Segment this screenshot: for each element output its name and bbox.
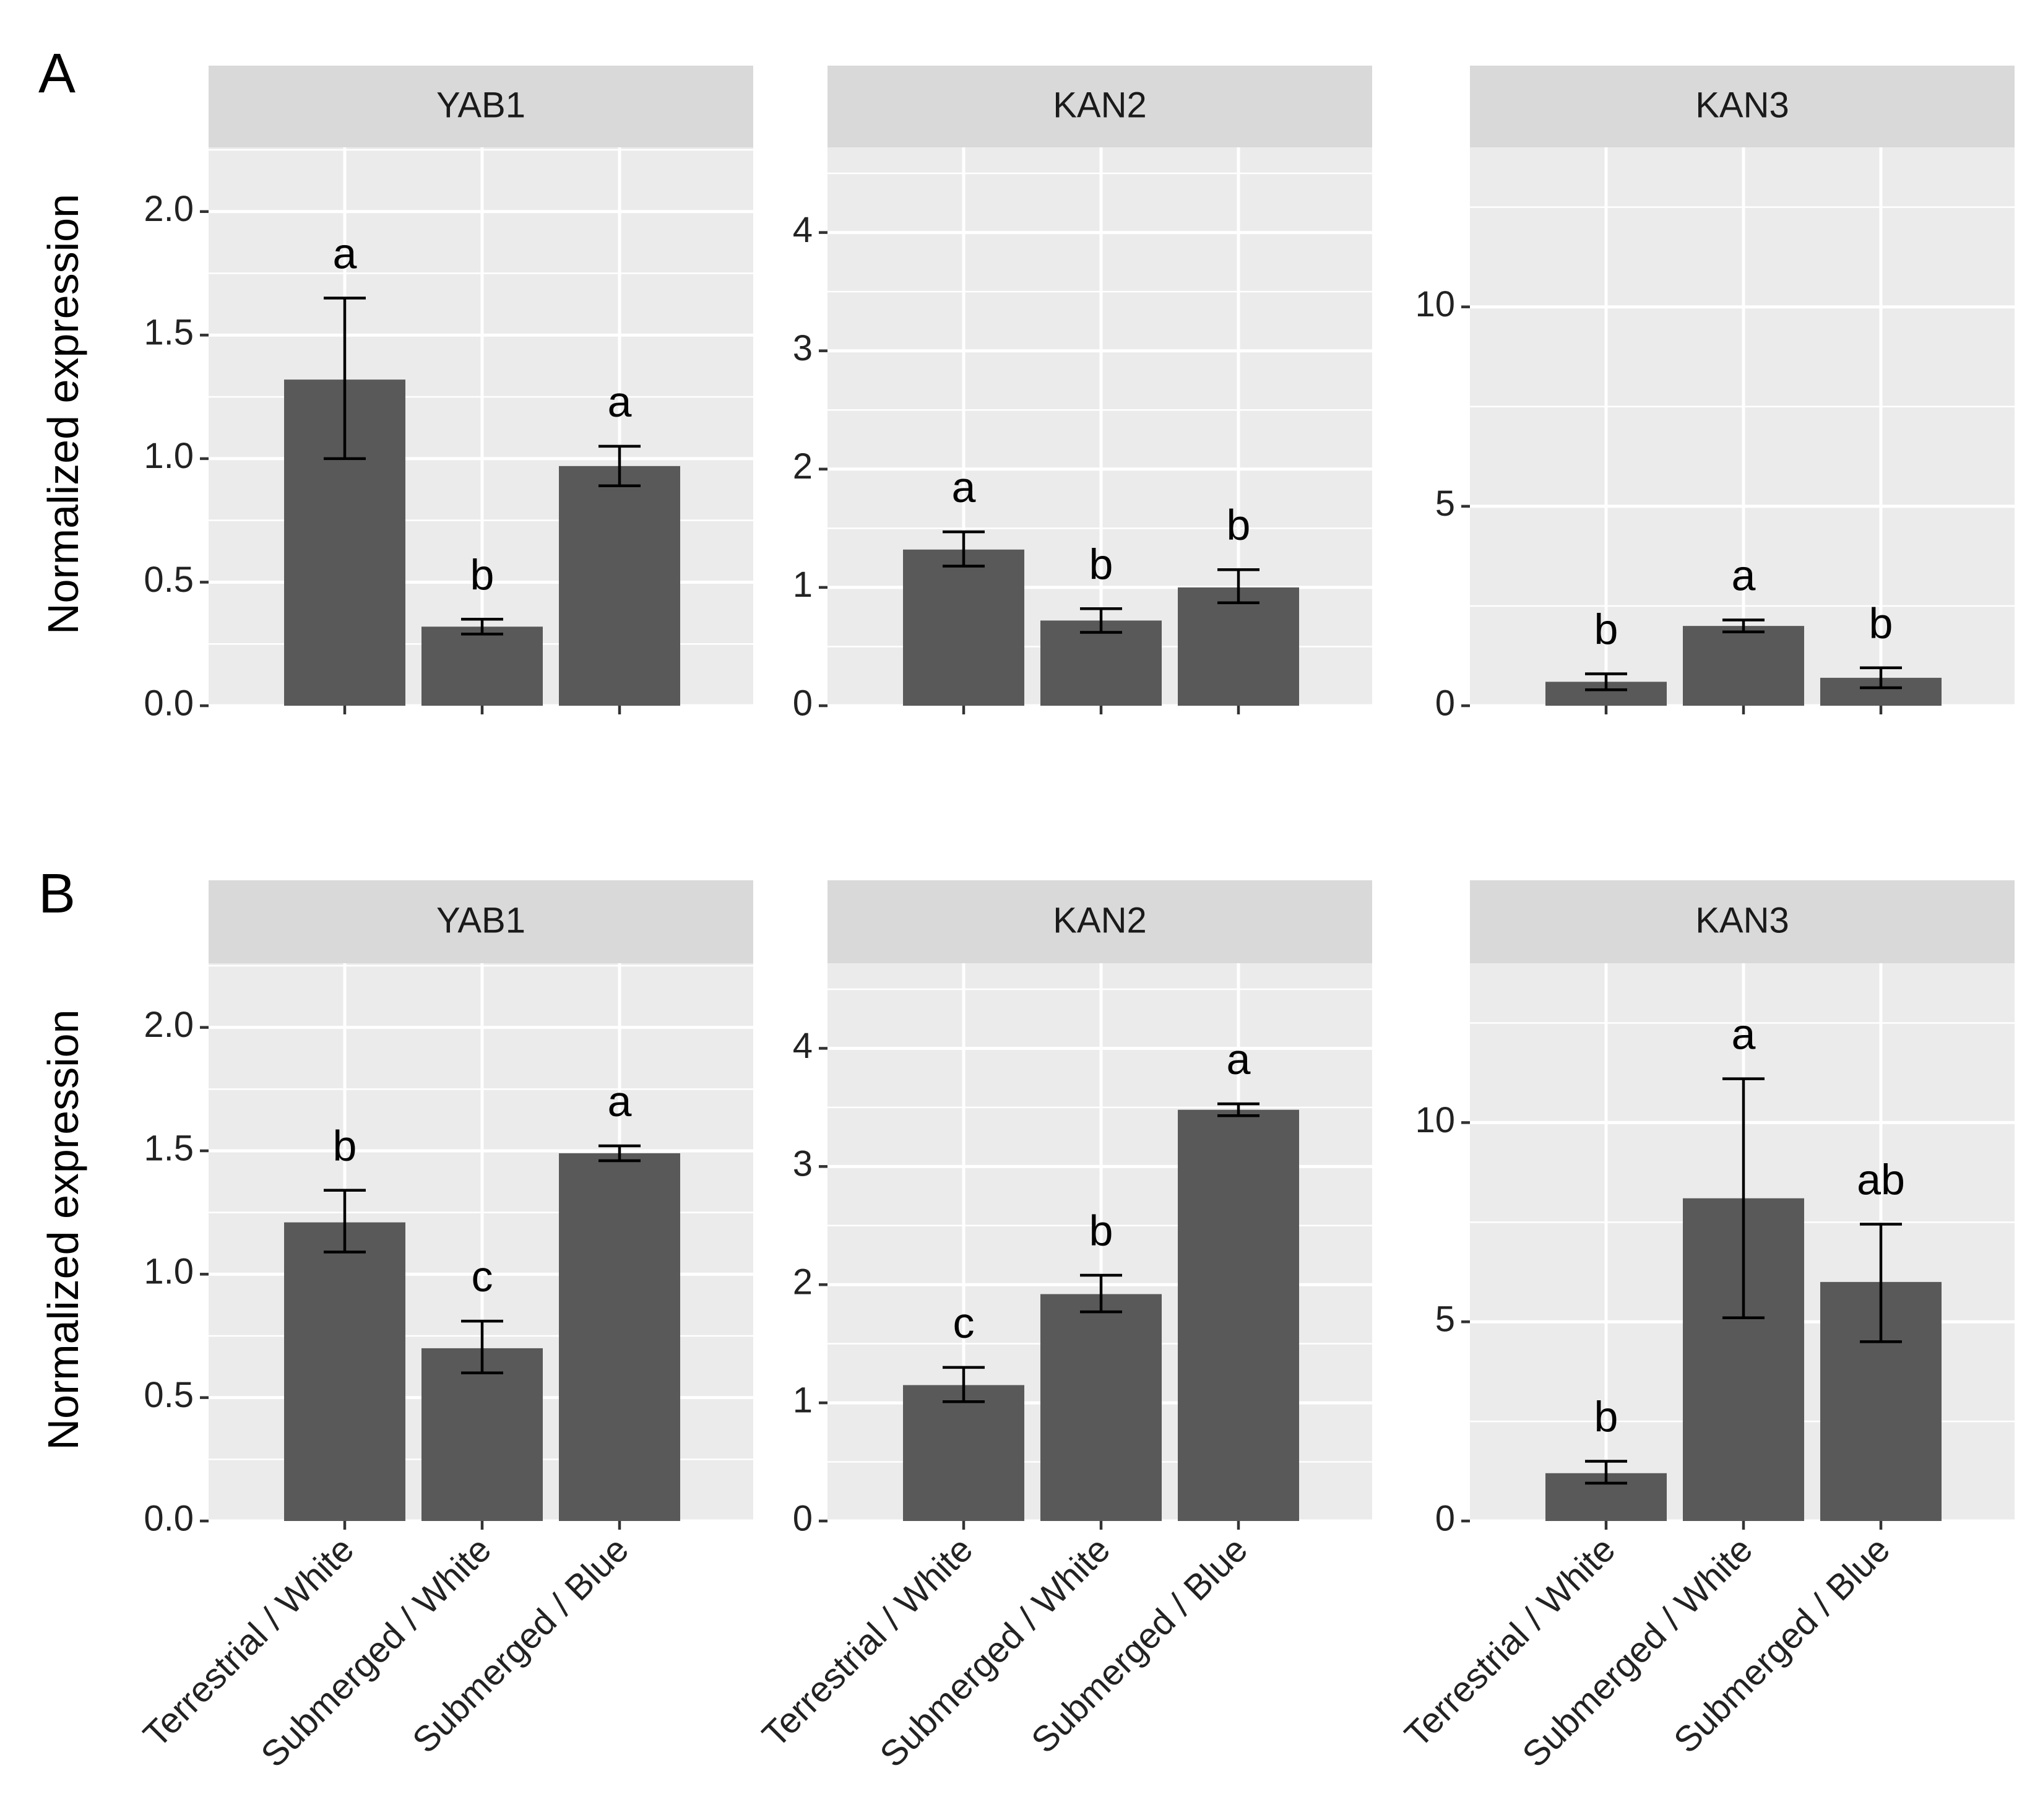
row-a-kan2-ytick-label: 1 (793, 565, 813, 605)
row-a-kan3-bar-1 (1683, 626, 1804, 706)
row-label-b: B (38, 863, 76, 925)
row-b-kan2-significance-1: b (1089, 1207, 1113, 1255)
row-a-kan2-significance-2: b (1227, 501, 1251, 549)
row-a-kan3-significance-0: b (1594, 605, 1618, 653)
row-b-kan3-ytick-label: 5 (1435, 1299, 1455, 1340)
row-a-yab1-significance-1: b (470, 550, 495, 599)
row-b-kan3-significance-0: b (1594, 1392, 1618, 1441)
row-b-yab1-ytick-label: 2.0 (144, 1005, 194, 1045)
row-a-yab1-ytick-label: 1.0 (144, 436, 194, 476)
row-b-kan2-ytick-label: 0 (793, 1498, 813, 1538)
row-b-kan3-significance-1: a (1732, 1010, 1756, 1059)
row-a-yab1-ytick-label: 2.0 (144, 189, 194, 229)
row-b-kan3-xtick-label-1: Submerged / White (1514, 1529, 1760, 1775)
row-b-kan3-significance-2: ab (1857, 1156, 1905, 1204)
row-a-yab1-bar-1 (421, 626, 543, 706)
row-a-kan2-bar-1 (1040, 620, 1162, 706)
row-a-kan3-ytick-label: 10 (1415, 284, 1455, 324)
row-b-yab1-bar-0 (284, 1222, 405, 1521)
row-a-yab1-significance-2: a (608, 378, 632, 426)
row-b-yab1-ytick-label: 0.5 (144, 1375, 194, 1415)
row-b-kan3-ytick-label: 0 (1435, 1498, 1455, 1538)
row-a-kan2-significance-0: a (952, 463, 976, 511)
row-b-kan3-strip-title: KAN3 (1695, 900, 1789, 940)
row-a-kan2-strip (827, 66, 1372, 147)
row-a-kan2-significance-1: b (1089, 540, 1113, 588)
row-a-kan3-strip (1470, 66, 2015, 147)
row-b-yab1-strip-title: YAB1 (436, 900, 525, 940)
row-b-yab1-significance-2: a (608, 1077, 632, 1125)
row-a-kan3-significance-2: b (1869, 599, 1893, 648)
row-b-yab1-ytick-label: 1.0 (144, 1252, 194, 1292)
row-a-yab1-ytick-label: 1.5 (144, 313, 194, 353)
row-b-kan2-ytick-label: 4 (793, 1026, 813, 1066)
row-b-kan2-strip-title: KAN2 (1053, 900, 1147, 940)
y-axis-label-a: Normalized expression (39, 194, 87, 635)
row-b-yab1-bar-2 (559, 1153, 680, 1521)
row-b-yab1-strip (209, 880, 753, 963)
row-b-yab1-ytick-label: 0.0 (144, 1498, 194, 1538)
row-a-yab1-ytick-label: 0.0 (144, 683, 194, 723)
row-b-kan3-strip (1470, 880, 2015, 963)
row-a-kan2-ytick-label: 2 (793, 446, 813, 487)
row-a-kan3-significance-1: a (1732, 551, 1756, 599)
row-b-kan3-ytick-label: 10 (1415, 1100, 1455, 1140)
row-b-kan2-strip (827, 880, 1372, 963)
row-label-a: A (38, 43, 76, 105)
row-a-kan3-strip-title: KAN3 (1695, 85, 1789, 125)
row-b-kan2-bar-1 (1040, 1294, 1162, 1521)
row-b-kan2-ytick-label: 1 (793, 1380, 813, 1420)
row-a-kan2-bar-2 (1178, 587, 1299, 706)
row-b-yab1-ytick-label: 1.5 (144, 1128, 194, 1168)
row-a-yab1-significance-0: a (333, 229, 357, 277)
row-b-yab1-significance-0: b (333, 1122, 357, 1170)
row-b-kan2-bar-2 (1178, 1109, 1299, 1521)
row-a-kan2-ytick-label: 4 (793, 210, 813, 250)
y-axis-label-b: Normalized expression (39, 1010, 87, 1450)
row-a-yab1-ytick-label: 0.5 (144, 560, 194, 600)
row-a-kan2-strip-title: KAN2 (1053, 85, 1147, 125)
row-b-yab1-xtick-label-1: Submerged / White (253, 1529, 499, 1775)
row-b-kan2-significance-2: a (1227, 1035, 1251, 1083)
row-b-kan2-xtick-label-1: Submerged / White (872, 1529, 1118, 1775)
row-a-yab1-strip-title: YAB1 (436, 85, 525, 125)
row-a-yab1-strip (209, 66, 753, 147)
row-b-yab1-bar-1 (421, 1348, 543, 1521)
row-b-yab1-significance-1: c (472, 1252, 493, 1301)
row-b-kan2-significance-0: c (953, 1299, 975, 1347)
row-b-kan2-ytick-label: 3 (793, 1144, 813, 1184)
row-b-kan2-bar-0 (903, 1385, 1024, 1521)
row-a-kan2-ytick-label: 3 (793, 328, 813, 368)
row-b-kan2-ytick-label: 2 (793, 1262, 813, 1302)
row-a-kan2-bar-0 (903, 549, 1024, 706)
row-a-kan2-ytick-label: 0 (793, 683, 813, 723)
row-a-yab1-bar-2 (559, 466, 680, 706)
row-a-kan3-ytick-label: 0 (1435, 683, 1455, 723)
row-a-kan3-ytick-label: 5 (1435, 483, 1455, 524)
